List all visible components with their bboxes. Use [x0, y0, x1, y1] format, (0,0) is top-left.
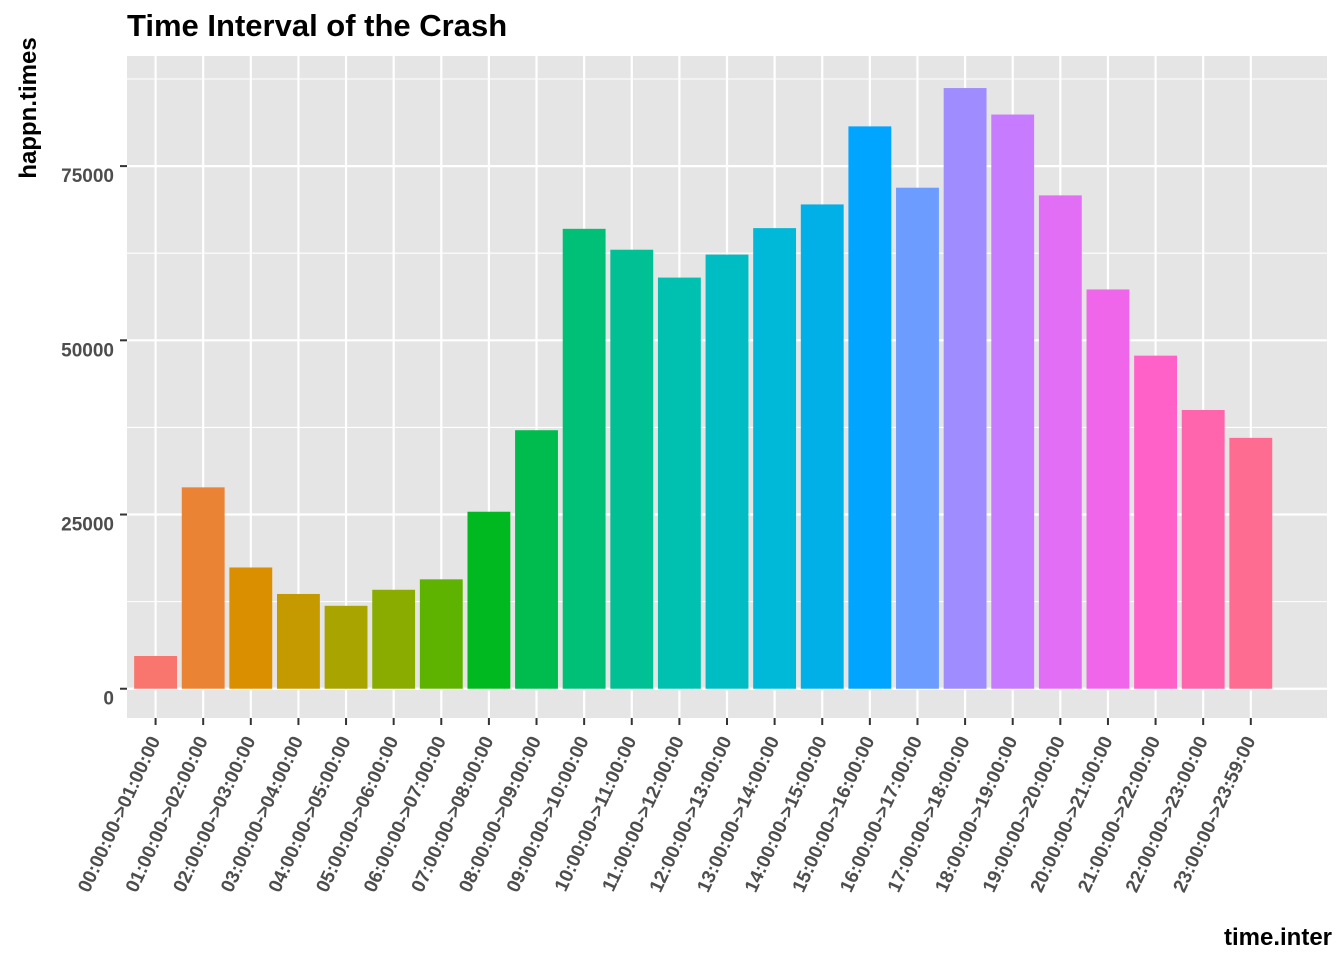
chart-title: Time Interval of the Crash — [127, 8, 508, 43]
bar — [372, 589, 416, 689]
bar — [467, 511, 511, 689]
y-tick-label: 50000 — [61, 340, 114, 361]
bar — [705, 254, 749, 689]
x-axis-title: time.inter — [1224, 924, 1332, 951]
y-axis: 0 25000 50000 75000 — [61, 165, 127, 710]
bar — [229, 567, 273, 689]
bar — [1086, 289, 1130, 689]
bar — [1038, 195, 1082, 689]
bar — [848, 126, 892, 689]
bar — [943, 88, 987, 689]
bar — [1229, 437, 1273, 689]
bar — [134, 655, 177, 689]
bar — [277, 593, 320, 689]
bar — [1134, 355, 1177, 689]
bar — [800, 204, 844, 689]
bars — [134, 88, 1273, 689]
bar — [562, 228, 606, 689]
bar — [324, 605, 368, 689]
bar — [515, 430, 558, 689]
bar — [610, 249, 654, 689]
bar — [181, 487, 225, 689]
y-tick-label: 0 — [103, 689, 114, 710]
y-tick-label: 25000 — [61, 515, 114, 536]
bar — [657, 277, 701, 689]
bar — [419, 579, 463, 689]
bar — [753, 228, 797, 689]
bar — [896, 187, 939, 689]
y-axis-title: happn.times — [15, 37, 42, 178]
bar — [991, 114, 1035, 689]
y-tick-label: 75000 — [61, 166, 114, 187]
x-axis: 00:00:00->01:00:0001:00:00->02:00:0002:0… — [74, 718, 1260, 896]
bar — [1181, 409, 1225, 689]
